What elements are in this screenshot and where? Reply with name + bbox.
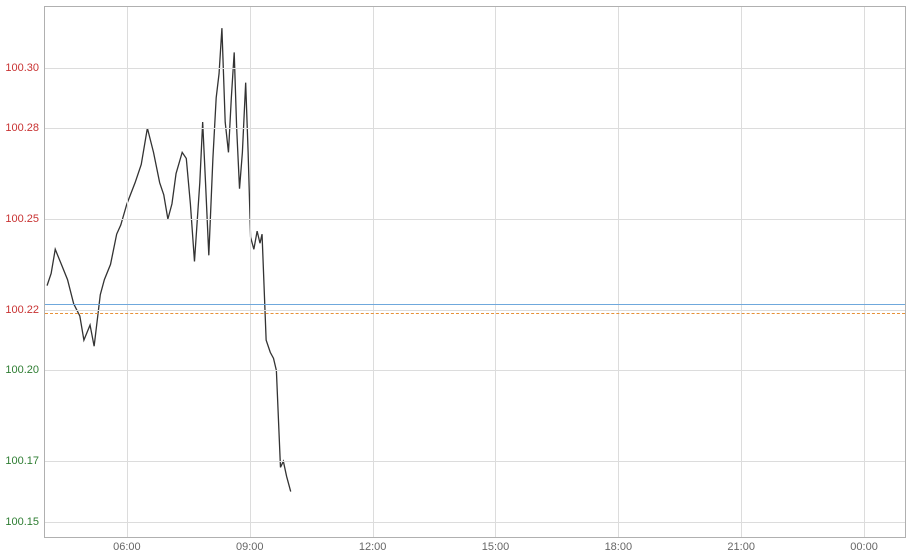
x-axis-tick-label: 06:00 [113, 537, 141, 553]
grid-vertical [495, 7, 496, 537]
grid-horizontal [45, 461, 905, 462]
grid-horizontal [45, 128, 905, 129]
y-axis-tick-label: 100.15 [5, 516, 45, 528]
grid-horizontal [45, 68, 905, 69]
y-axis-tick-label: 100.20 [5, 364, 45, 376]
y-axis-tick-label: 100.28 [5, 122, 45, 134]
grid-vertical [741, 7, 742, 537]
grid-horizontal [45, 310, 905, 311]
x-axis-tick-label: 00:00 [850, 537, 878, 553]
grid-horizontal [45, 522, 905, 523]
x-axis-tick-label: 15:00 [482, 537, 510, 553]
y-axis-tick-label: 100.25 [5, 213, 45, 225]
reference-line [45, 304, 905, 305]
grid-vertical [618, 7, 619, 537]
x-axis-tick-label: 09:00 [236, 537, 264, 553]
y-axis-tick-label: 100.22 [5, 304, 45, 316]
grid-vertical [127, 7, 128, 537]
x-axis-tick-label: 21:00 [727, 537, 755, 553]
plot-area: 100.30100.28100.25100.22100.20100.17100.… [44, 6, 906, 538]
reference-line [45, 313, 905, 314]
grid-vertical [864, 7, 865, 537]
y-axis-tick-label: 100.17 [5, 455, 45, 467]
grid-vertical [250, 7, 251, 537]
y-axis-tick-label: 100.30 [5, 62, 45, 74]
price-series [45, 7, 905, 537]
grid-vertical [373, 7, 374, 537]
grid-horizontal [45, 219, 905, 220]
x-axis-tick-label: 12:00 [359, 537, 387, 553]
grid-horizontal [45, 370, 905, 371]
price-chart: 100.30 100.28 100.25 100.22 100.20 100.17 100.… [0, 0, 914, 559]
x-axis-tick-label: 18:00 [605, 537, 633, 553]
